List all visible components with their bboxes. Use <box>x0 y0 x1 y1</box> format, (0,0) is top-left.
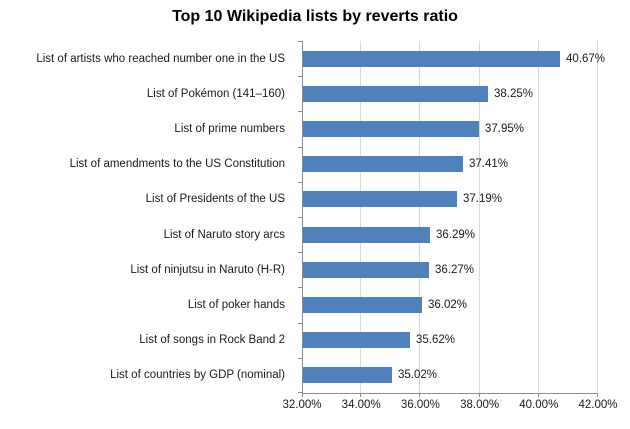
gridline <box>479 41 480 393</box>
category-label: List of amendments to the US Constitutio… <box>69 158 285 171</box>
y-axis-tick-mark <box>298 41 302 42</box>
chart-title: Top 10 Wikipedia lists by reverts ratio <box>172 8 458 25</box>
value-label: 36.27% <box>435 264 475 276</box>
y-axis-tick-mark <box>298 182 302 183</box>
y-axis-line <box>302 41 303 393</box>
x-axis-tick-mark <box>419 393 420 397</box>
x-axis-tick-mark <box>360 393 361 397</box>
value-label: 35.02% <box>398 369 438 381</box>
bar <box>303 156 463 172</box>
value-label: 36.29% <box>436 229 476 241</box>
x-axis-tick-mark <box>302 393 303 397</box>
category-label: List of Pokémon (141–160) <box>146 87 285 100</box>
y-axis-tick-mark <box>298 217 302 218</box>
category-label: List of artists who reached number one i… <box>36 52 285 65</box>
bar <box>303 51 560 67</box>
bar <box>303 262 429 278</box>
category-label: List of songs in Rock Band 2 <box>139 334 285 347</box>
value-label: 37.19% <box>463 193 503 205</box>
value-label: 35.62% <box>416 334 456 346</box>
x-axis-tick-label: 42.00% <box>578 399 618 411</box>
category-label: List of Naruto story arcs <box>163 228 285 241</box>
value-label: 36.02% <box>428 299 468 311</box>
category-label: List of Presidents of the US <box>145 193 285 206</box>
x-axis-line <box>302 393 598 394</box>
y-axis-tick-mark <box>298 323 302 324</box>
y-axis-tick-mark <box>298 147 302 148</box>
x-axis-tick-mark <box>479 393 480 397</box>
x-axis-tick-label: 36.00% <box>400 399 440 411</box>
y-axis-tick-mark <box>298 252 302 253</box>
bar <box>303 297 422 313</box>
bar <box>303 191 457 207</box>
value-label: 37.41% <box>469 158 509 170</box>
x-axis-tick-mark <box>597 393 598 397</box>
bar <box>303 332 410 348</box>
x-axis-tick-label: 34.00% <box>341 399 381 411</box>
gridline <box>360 41 361 393</box>
value-label: 37.95% <box>485 123 525 135</box>
x-axis-tick-label: 40.00% <box>519 399 559 411</box>
y-axis-tick-mark <box>298 358 302 359</box>
x-axis-tick-labels: 32.00% 34.00% 36.00% 38.00% 40.00% 42.00% <box>0 399 630 415</box>
x-axis-tick-mark <box>538 393 539 397</box>
bar <box>303 227 430 243</box>
gridline <box>538 41 539 393</box>
gridline <box>597 41 598 393</box>
y-axis-tick-mark <box>298 287 302 288</box>
value-label: 38.25% <box>494 88 534 100</box>
value-label: 40.67% <box>566 53 606 65</box>
y-axis-tick-mark <box>298 111 302 112</box>
y-axis-tick-mark <box>298 76 302 77</box>
x-axis-tick-label: 32.00% <box>282 399 322 411</box>
bar <box>303 121 479 137</box>
category-label: List of ninjutsu in Naruto (H-R) <box>130 263 285 276</box>
y-axis-tick-mark <box>298 392 302 393</box>
x-axis-tick-label: 38.00% <box>460 399 500 411</box>
bar <box>303 86 488 102</box>
category-axis-labels: List of artists who reached number one i… <box>0 41 294 393</box>
gridline <box>419 41 420 393</box>
category-label: List of poker hands <box>187 298 285 311</box>
bar <box>303 367 392 383</box>
plot-area: 40.67% 38.25% 37.95% 37.41% 37.19% 36.29% 36.2… <box>298 41 605 397</box>
category-label: List of countries by GDP (nominal) <box>110 369 285 382</box>
category-label: List of prime numbers <box>174 122 285 135</box>
